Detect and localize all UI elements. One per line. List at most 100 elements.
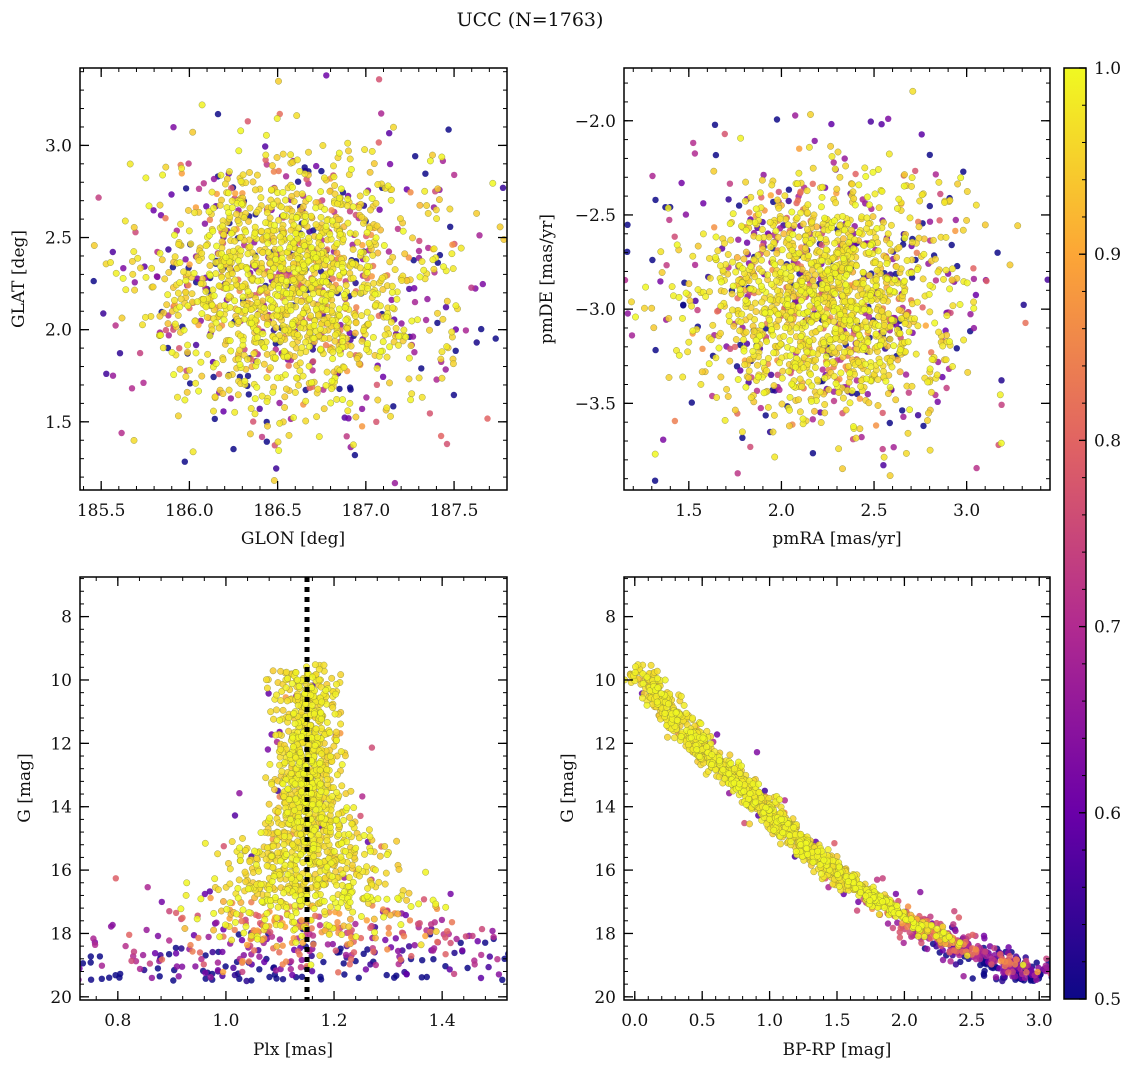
- data-point: [395, 342, 401, 348]
- data-point: [207, 895, 213, 901]
- data-point: [417, 202, 423, 208]
- data-point: [329, 378, 335, 384]
- data-point: [345, 415, 351, 421]
- data-point: [226, 168, 232, 174]
- data-point: [430, 956, 436, 962]
- data-point: [874, 225, 880, 231]
- data-point: [274, 375, 280, 381]
- data-point: [305, 258, 311, 264]
- data-point: [274, 307, 280, 313]
- data-point: [666, 217, 672, 223]
- data-point: [347, 941, 353, 947]
- data-point: [409, 391, 415, 397]
- data-point: [311, 335, 317, 341]
- data-point: [280, 707, 286, 713]
- data-point: [832, 166, 838, 172]
- data-point: [239, 201, 245, 207]
- data-point: [386, 248, 392, 254]
- data-point: [680, 302, 686, 308]
- data-point: [753, 343, 759, 349]
- data-point: [699, 369, 705, 375]
- data-point: [112, 972, 118, 978]
- data-point: [636, 961, 642, 967]
- data-point: [321, 175, 327, 181]
- data-point: [440, 264, 446, 270]
- data-point: [778, 259, 784, 265]
- data-point: [313, 414, 319, 420]
- data-point: [360, 327, 366, 333]
- data-point: [875, 376, 881, 382]
- data-point: [176, 345, 182, 351]
- data-point: [178, 165, 184, 171]
- data-point: [252, 187, 258, 193]
- data-point: [632, 314, 638, 320]
- data-point: [548, 961, 554, 967]
- data-point: [517, 956, 523, 962]
- data-point: [350, 275, 356, 281]
- data-point: [935, 329, 941, 335]
- data-point: [375, 181, 381, 187]
- data-point: [659, 269, 665, 275]
- data-point: [295, 332, 301, 338]
- data-point: [736, 202, 742, 208]
- data-point: [447, 940, 453, 946]
- data-point: [196, 257, 202, 263]
- data-point: [175, 312, 181, 318]
- data-point: [831, 373, 837, 379]
- data-point: [131, 224, 137, 230]
- data-point: [245, 251, 251, 257]
- data-point: [842, 155, 848, 161]
- data-point: [258, 287, 264, 293]
- data-point: [267, 709, 273, 715]
- data-point: [436, 196, 442, 202]
- data-point: [925, 379, 931, 385]
- data-point: [198, 359, 204, 365]
- data-point: [201, 961, 207, 967]
- data-point: [940, 276, 946, 282]
- data-point: [880, 446, 886, 452]
- data-point: [293, 230, 299, 236]
- data-point: [449, 251, 455, 257]
- data-point: [758, 257, 764, 263]
- data-point: [165, 292, 171, 298]
- data-point: [760, 246, 766, 252]
- data-point: [480, 281, 486, 287]
- data-point: [727, 358, 733, 364]
- data-point: [728, 237, 734, 243]
- data-point: [885, 311, 891, 317]
- data-point: [800, 521, 806, 527]
- data-point: [888, 316, 894, 322]
- data-point: [862, 361, 868, 367]
- data-point: [451, 392, 457, 398]
- data-point: [131, 248, 137, 254]
- data-point: [270, 716, 276, 722]
- data-point: [282, 197, 288, 203]
- data-point: [886, 971, 892, 977]
- data-point: [88, 959, 94, 965]
- data-point: [323, 257, 329, 263]
- data-point: [157, 973, 163, 979]
- data-point: [416, 375, 422, 381]
- data-point: [810, 450, 816, 456]
- data-point: [329, 317, 335, 323]
- data-point: [893, 42, 899, 48]
- data-point: [419, 394, 425, 400]
- data-point: [606, 968, 612, 974]
- data-point: [916, 224, 922, 230]
- data-point: [367, 207, 373, 213]
- data-point: [791, 222, 797, 228]
- data-point: [678, 180, 684, 186]
- data-point: [896, 244, 902, 250]
- data-point: [894, 205, 900, 211]
- x-tick-label: 3.0: [953, 501, 980, 521]
- data-point: [286, 245, 292, 251]
- data-point: [294, 112, 300, 118]
- data-point: [475, 938, 481, 944]
- data-point: [739, 280, 745, 286]
- data-point: [345, 220, 351, 226]
- data-point: [345, 196, 351, 202]
- data-point: [973, 202, 979, 208]
- data-point: [700, 231, 706, 237]
- data-point: [103, 371, 109, 377]
- data-point: [168, 191, 174, 197]
